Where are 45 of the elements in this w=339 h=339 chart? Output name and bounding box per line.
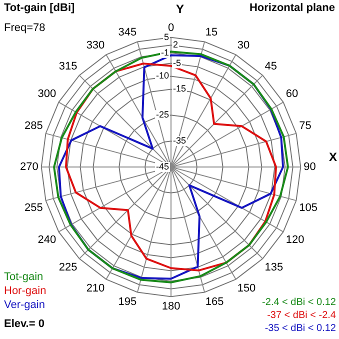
spoke-label: 240 (38, 234, 56, 246)
chart-subtitle: Horizontal plane (249, 2, 335, 14)
text: Tot-gain (4, 270, 44, 284)
y-tick-label: -15 (173, 84, 186, 94)
text: -35 < dBi < 0.12 (264, 322, 336, 335)
text: Y (176, 2, 184, 16)
y-tick-label: -10 (156, 70, 170, 81)
spoke-label: 60 (286, 88, 298, 100)
spoke-label: 195 (118, 296, 137, 308)
y-tick-label: -5 (173, 58, 182, 68)
spoke-label: 105 (299, 202, 318, 214)
text: -2.4 < dBi < 0.12 (262, 296, 336, 309)
y-tick-label: -35 (173, 136, 186, 146)
text: Elev.= 0 (4, 318, 44, 330)
spoke-label: 0 (168, 22, 174, 34)
spoke-label: 285 (24, 120, 43, 132)
text: Freq=78 (4, 22, 46, 34)
text: X (328, 150, 337, 164)
spoke-label: 345 (118, 26, 137, 38)
spoke-label: 180 (162, 300, 180, 312)
spoke-label: 75 (299, 120, 312, 132)
text: Ver-gain (4, 298, 46, 312)
y-tick-label: 5 (164, 32, 170, 42)
y-tick-label: 2 (173, 40, 178, 50)
spoke-label: 255 (24, 202, 43, 214)
text: -37 < dBi < -2.4 (266, 309, 336, 322)
spoke-label: 15 (205, 26, 218, 38)
spoke-label: 30 (237, 40, 250, 52)
spoke-label: 90 (304, 161, 316, 174)
spoke-label: 330 (86, 40, 105, 52)
spoke-label: 120 (286, 234, 304, 246)
text: Hor-gain (4, 284, 46, 298)
y-tick-label: -25 (156, 110, 170, 120)
spoke-label: 165 (205, 296, 224, 308)
spoke-label: 225 (58, 261, 78, 274)
spoke-label: 315 (58, 60, 78, 73)
spoke-label: 300 (38, 88, 56, 100)
chart-title: Tot-gain [dBi] (4, 2, 75, 14)
spoke-label: 270 (20, 161, 38, 174)
y-tick-label: -1 (161, 47, 170, 58)
spoke-label: 150 (237, 282, 256, 295)
spoke-label: 45 (264, 60, 278, 73)
spoke-label: 210 (86, 282, 105, 295)
y-tick-label: -45 (156, 161, 170, 172)
spoke-label: 135 (264, 261, 284, 274)
